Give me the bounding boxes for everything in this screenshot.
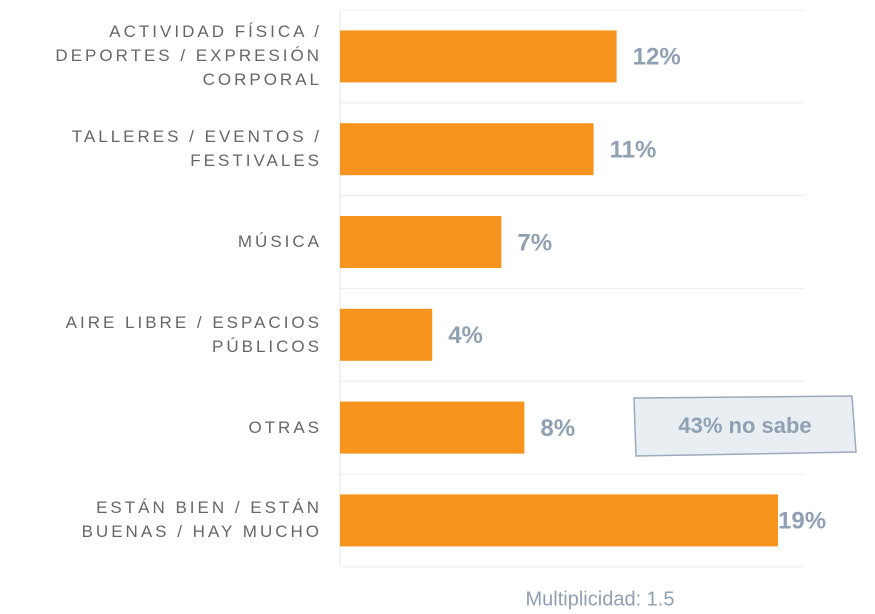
value-label: 4% — [448, 322, 483, 349]
category-label: ACTIVIDAD FÍSICA / DEPORTES / EXPRESIÓN … — [55, 22, 322, 90]
annotation-text: 43% no sabe — [678, 413, 811, 438]
bar — [340, 123, 594, 176]
category-label: MÚSICA — [237, 232, 322, 251]
bar — [340, 216, 502, 268]
bar — [340, 308, 433, 361]
category-label: TALLERES / EVENTOS / FESTIVALES — [71, 127, 322, 171]
annotation-box: 43% no sabe — [633, 395, 857, 457]
bar — [340, 494, 778, 547]
value-label: 8% — [540, 415, 575, 442]
category-label-box: ESTÁN BIEN / ESTÁN BUENAS / HAY MUCHO — [0, 480, 322, 560]
value-label: 12% — [633, 44, 681, 71]
annotation-shape — [633, 395, 857, 457]
category-label: AIRE LIBRE / ESPACIOS PÚBLICOS — [65, 312, 322, 356]
category-label: OTRAS — [248, 417, 322, 437]
bar — [340, 30, 617, 83]
category-label-box: TALLERES / EVENTOS / FESTIVALES — [0, 109, 322, 189]
category-label-box: AIRE LIBRE / ESPACIOS PÚBLICOS — [0, 295, 322, 375]
bar — [340, 401, 525, 454]
value-label: 7% — [517, 229, 552, 256]
category-label-box: OTRAS — [0, 388, 322, 468]
category-label-box: MÚSICA — [0, 202, 322, 282]
value-label: 19% — [778, 508, 826, 535]
note: Multiplicidad: 1.5 — [526, 588, 675, 610]
category-label-box: ACTIVIDAD FÍSICA / DEPORTES / EXPRESIÓN … — [0, 16, 322, 96]
value-label: 11% — [610, 137, 657, 164]
category-label: ESTÁN BIEN / ESTÁN BUENAS / HAY MUCHO — [81, 498, 322, 542]
